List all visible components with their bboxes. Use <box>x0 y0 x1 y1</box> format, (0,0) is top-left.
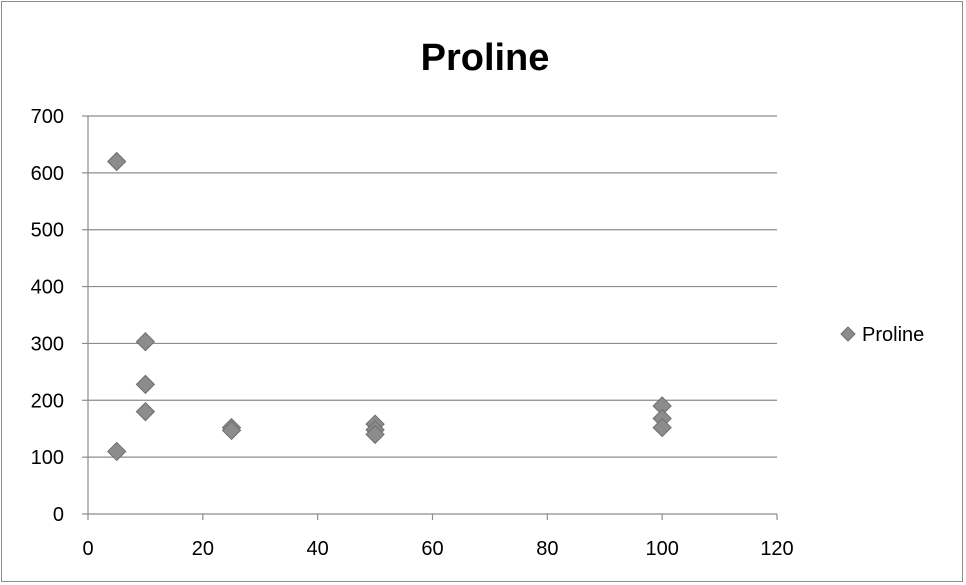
y-tick-label: 600 <box>31 163 64 185</box>
y-tick-labels: 0 100 200 300 400 500 600 700 <box>31 106 64 526</box>
x-tick-labels: 0 20 40 60 80 100 120 <box>82 538 793 560</box>
data-point <box>365 424 385 445</box>
data-point <box>135 332 156 352</box>
legend: Proline <box>840 324 924 346</box>
y-tick-label: 200 <box>31 390 64 412</box>
y-tick-label: 700 <box>31 106 64 128</box>
legend-marker <box>840 326 856 342</box>
x-tick-label: 80 <box>536 538 558 560</box>
y-tick-label: 500 <box>31 220 64 242</box>
gridlines <box>88 115 777 458</box>
data-point <box>221 420 242 441</box>
data-point <box>107 151 127 172</box>
y-tick-label: 0 <box>53 504 64 526</box>
data-point <box>107 441 127 462</box>
y-tick-label: 100 <box>31 447 64 469</box>
x-tick-label: 20 <box>192 538 214 560</box>
x-tick-label: 120 <box>760 538 793 560</box>
data-points <box>107 151 672 462</box>
data-point <box>135 401 156 422</box>
data-point <box>652 417 672 438</box>
y-tick-label: 300 <box>31 333 64 355</box>
x-tick-label: 40 <box>307 538 329 560</box>
x-tick-label: 60 <box>421 538 443 560</box>
x-tick-label: 0 <box>82 538 93 560</box>
y-tick-label: 400 <box>31 277 64 299</box>
x-tick-label: 100 <box>645 538 678 560</box>
legend-label: Proline <box>862 324 924 346</box>
chart-title: Proline <box>421 37 550 79</box>
data-point <box>135 374 156 395</box>
axes <box>82 115 778 520</box>
